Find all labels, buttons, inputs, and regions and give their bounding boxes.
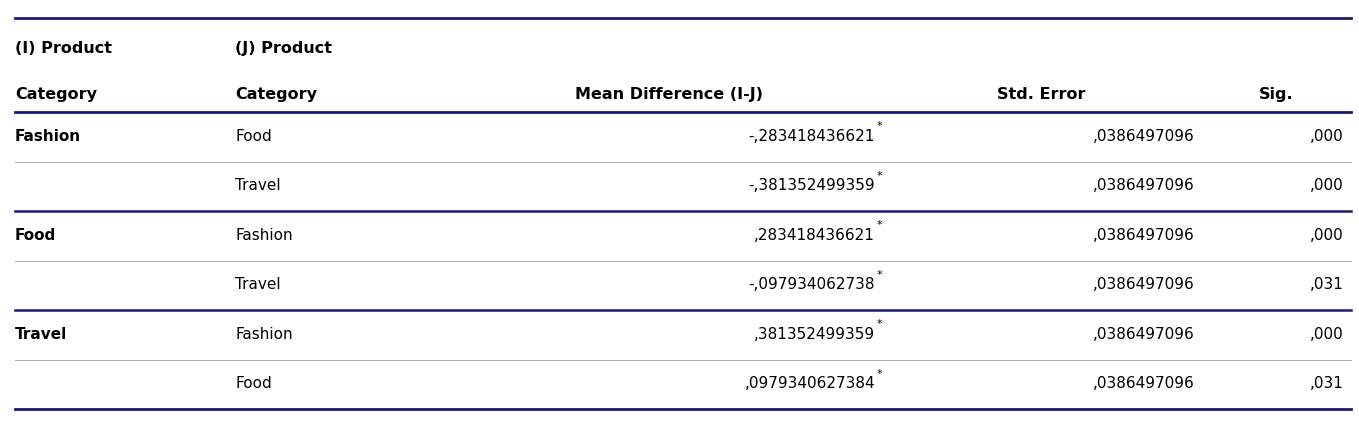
Text: ,0386497096: ,0386497096 xyxy=(1093,178,1195,193)
Text: ,0386497096: ,0386497096 xyxy=(1093,327,1195,341)
Text: -,283418436621: -,283418436621 xyxy=(749,129,875,144)
Text: (I) Product: (I) Product xyxy=(15,41,111,56)
Text: -,097934062738: -,097934062738 xyxy=(749,277,875,292)
Text: *: * xyxy=(877,122,882,131)
Text: Fashion: Fashion xyxy=(235,327,292,341)
Text: -,381352499359: -,381352499359 xyxy=(749,178,875,193)
Text: Food: Food xyxy=(15,227,56,243)
Text: *: * xyxy=(877,270,882,280)
Text: Travel: Travel xyxy=(235,178,281,193)
Text: Mean Difference (I-J): Mean Difference (I-J) xyxy=(575,87,762,102)
Text: ,000: ,000 xyxy=(1310,227,1344,243)
Text: Category: Category xyxy=(235,87,317,102)
Text: *: * xyxy=(877,319,882,329)
Text: *: * xyxy=(877,220,882,230)
Text: ,000: ,000 xyxy=(1310,129,1344,144)
Text: *: * xyxy=(877,171,882,181)
Text: ,000: ,000 xyxy=(1310,178,1344,193)
Text: Category: Category xyxy=(15,87,96,102)
Text: ,381352499359: ,381352499359 xyxy=(754,327,875,341)
Text: Food: Food xyxy=(235,129,272,144)
Text: ,0386497096: ,0386497096 xyxy=(1093,376,1195,391)
Text: ,000: ,000 xyxy=(1310,327,1344,341)
Text: ,0386497096: ,0386497096 xyxy=(1093,129,1195,144)
Text: *: * xyxy=(877,369,882,379)
Text: Fashion: Fashion xyxy=(15,129,82,144)
Text: ,0979340627384: ,0979340627384 xyxy=(745,376,875,391)
Text: (J) Product: (J) Product xyxy=(235,41,332,56)
Text: Travel: Travel xyxy=(235,277,281,292)
Text: ,0386497096: ,0386497096 xyxy=(1093,227,1195,243)
Text: Travel: Travel xyxy=(15,327,67,341)
Text: Food: Food xyxy=(235,376,272,391)
Text: ,0386497096: ,0386497096 xyxy=(1093,277,1195,292)
Text: Std. Error: Std. Error xyxy=(998,87,1086,102)
Text: Fashion: Fashion xyxy=(235,227,292,243)
Text: ,031: ,031 xyxy=(1310,376,1344,391)
Text: Sig.: Sig. xyxy=(1258,87,1294,102)
Text: ,283418436621: ,283418436621 xyxy=(754,227,875,243)
Text: ,031: ,031 xyxy=(1310,277,1344,292)
